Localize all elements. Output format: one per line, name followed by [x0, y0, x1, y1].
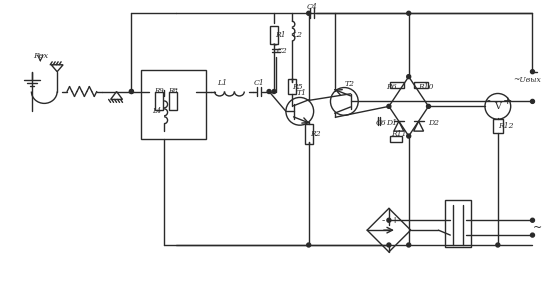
Text: +: +	[503, 96, 513, 106]
Bar	[169, 92, 177, 110]
Text: C6: C6	[375, 119, 387, 127]
Bar	[288, 79, 296, 94]
Text: Pвх: Pвх	[33, 52, 48, 60]
Circle shape	[267, 90, 271, 94]
Bar	[155, 92, 163, 110]
Bar	[270, 26, 278, 44]
Bar	[305, 124, 312, 144]
Polygon shape	[51, 65, 63, 72]
Text: -: -	[382, 216, 384, 225]
Polygon shape	[111, 92, 123, 100]
Bar	[142, 70, 206, 139]
Circle shape	[530, 70, 534, 74]
Text: C2: C2	[276, 47, 288, 55]
Circle shape	[496, 243, 500, 247]
Circle shape	[387, 218, 391, 222]
Circle shape	[530, 100, 534, 103]
Circle shape	[406, 243, 411, 247]
Text: R11: R11	[391, 130, 406, 138]
Bar	[149, 77, 199, 131]
Bar	[390, 82, 404, 88]
Text: +: +	[391, 216, 399, 225]
Text: -: -	[486, 96, 490, 106]
Circle shape	[307, 243, 311, 247]
Text: L4: L4	[153, 107, 161, 115]
Circle shape	[426, 104, 430, 108]
Circle shape	[530, 218, 534, 222]
Polygon shape	[414, 121, 424, 131]
Text: R9: R9	[154, 86, 164, 94]
Text: L2: L2	[292, 31, 302, 39]
Text: R10: R10	[418, 83, 434, 91]
Text: R6: R6	[387, 83, 397, 91]
Polygon shape	[394, 121, 404, 131]
Circle shape	[406, 11, 411, 15]
Circle shape	[387, 104, 391, 108]
Bar	[390, 136, 402, 142]
Circle shape	[485, 94, 511, 119]
Circle shape	[331, 88, 358, 115]
Text: R5: R5	[293, 83, 303, 91]
Text: L1: L1	[217, 79, 227, 87]
Text: T1: T1	[297, 90, 307, 98]
Text: V: V	[494, 102, 502, 111]
Text: R8: R8	[168, 86, 178, 94]
Text: D2: D2	[428, 119, 439, 127]
Text: R2: R2	[310, 130, 321, 138]
Circle shape	[129, 90, 133, 94]
Circle shape	[286, 98, 314, 125]
Circle shape	[272, 90, 276, 94]
Circle shape	[387, 243, 391, 247]
Circle shape	[530, 233, 534, 237]
Text: C4: C4	[306, 3, 317, 11]
Bar	[493, 119, 503, 133]
Bar	[445, 200, 471, 247]
Circle shape	[129, 90, 133, 94]
Circle shape	[307, 11, 311, 15]
Circle shape	[406, 134, 411, 138]
Text: C1: C1	[254, 79, 264, 87]
Text: R1: R1	[275, 31, 285, 39]
Text: T2: T2	[345, 80, 354, 88]
Text: ~: ~	[533, 223, 542, 233]
Text: D1: D1	[387, 119, 398, 127]
Circle shape	[406, 75, 411, 79]
Bar	[414, 82, 427, 88]
Text: R12: R12	[498, 122, 514, 130]
Text: ~Uвых: ~Uвых	[514, 76, 541, 84]
